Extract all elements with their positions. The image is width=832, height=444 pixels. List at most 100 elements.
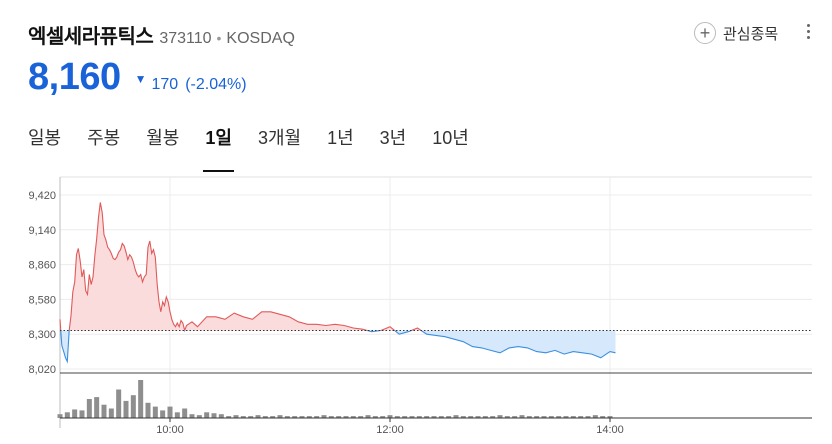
volume-bar xyxy=(490,416,496,418)
y-tick-label: 8,580 xyxy=(28,294,56,306)
tab-1day[interactable]: 1일 xyxy=(203,124,234,172)
volume-bar xyxy=(570,416,576,418)
y-tick-label: 8,860 xyxy=(28,260,56,272)
volume-bar xyxy=(299,416,305,418)
tab-1year[interactable]: 1년 xyxy=(327,128,354,148)
volume-bar xyxy=(211,413,217,418)
price-area-down xyxy=(60,330,616,362)
intraday-chart[interactable]: 9,420 9,140 8,860 8,580 8,300 8,020 10:00 12:00… xyxy=(0,176,832,444)
volume-bar xyxy=(526,416,532,418)
volume-bar xyxy=(226,416,232,418)
stock-name: 엑셀세라퓨틱스 xyxy=(28,26,154,48)
volume-bar xyxy=(64,412,70,418)
volume-bar xyxy=(152,406,158,418)
volume-bar xyxy=(563,416,569,418)
tab-10years[interactable]: 10년 xyxy=(432,128,469,148)
volume-bar xyxy=(431,416,437,418)
volume-bar xyxy=(86,399,92,418)
stock-header: 엑셀세라퓨틱스 373110 • KOSDAQ xyxy=(28,20,295,50)
down-arrow-icon: ▼ xyxy=(134,72,147,86)
plus-icon: + xyxy=(694,22,716,44)
y-tick-label: 8,300 xyxy=(28,329,56,341)
volume-bar xyxy=(475,416,481,418)
favorite-button[interactable]: + 관심종목 xyxy=(694,22,778,44)
tab-3years[interactable]: 3년 xyxy=(379,128,407,148)
separator-dot: • xyxy=(216,30,222,46)
volume-bar xyxy=(424,416,430,418)
tab-monthly[interactable]: 월봉 xyxy=(146,128,180,148)
volume-bar xyxy=(277,415,283,418)
x-tick-label: 10:00 xyxy=(156,424,184,436)
volume-bar xyxy=(592,415,598,418)
x-tick-label: 14:00 xyxy=(596,424,624,436)
volume-bar xyxy=(218,414,224,418)
volume-bar xyxy=(108,408,114,418)
volume-bar xyxy=(468,416,474,418)
volume-bar xyxy=(196,415,202,418)
period-tabs: 일봉 주봉 월봉 1일 3개월 1년 3년 10년 xyxy=(28,124,495,172)
volume-bar xyxy=(123,400,129,418)
tab-weekly[interactable]: 주봉 xyxy=(87,128,121,148)
volume-bar xyxy=(548,416,554,418)
volume-bar xyxy=(336,416,342,418)
volume-bar xyxy=(372,416,378,418)
volume-bar xyxy=(380,416,386,418)
stock-market: KOSDAQ xyxy=(226,30,295,47)
volume-bar xyxy=(233,415,239,418)
volume-bar xyxy=(255,415,261,418)
volume-bar xyxy=(174,412,180,418)
volume-bar xyxy=(116,389,122,418)
volume-bar xyxy=(453,415,459,418)
stock-code: 373110 xyxy=(159,30,212,47)
volume-bar xyxy=(585,416,591,418)
tab-daily[interactable]: 일봉 xyxy=(28,128,62,148)
volume-bar xyxy=(138,380,144,418)
volume-bar xyxy=(534,416,540,418)
volume-bar xyxy=(343,416,349,418)
volume-bar xyxy=(350,416,356,418)
volume-bar xyxy=(600,416,606,418)
volume-bar xyxy=(270,416,276,418)
volume-bar xyxy=(57,414,63,418)
volume-bar xyxy=(504,416,510,418)
volume-bar xyxy=(438,416,444,418)
volume-bar xyxy=(314,416,320,418)
volume-bar xyxy=(482,416,488,418)
volume-bar xyxy=(167,406,173,418)
volume-bar xyxy=(145,402,151,418)
price-area-up xyxy=(60,202,616,331)
more-vertical-icon[interactable] xyxy=(806,24,812,42)
volume-bar xyxy=(607,416,613,418)
price-change-percent: (-2.04%) xyxy=(185,76,247,93)
volume-bar xyxy=(402,416,408,418)
volume-bar xyxy=(519,415,525,418)
volume-bar xyxy=(394,416,400,418)
volume-bar xyxy=(460,416,466,418)
volume-bar xyxy=(79,410,85,418)
y-tick-label: 8,020 xyxy=(28,364,56,376)
volume-bar xyxy=(541,416,547,418)
volume-bar xyxy=(94,397,100,418)
volume-bar xyxy=(578,416,584,418)
volume-bar xyxy=(101,404,107,418)
volume-bar xyxy=(204,412,210,418)
current-price: 8,160 xyxy=(28,56,121,98)
volume-bar xyxy=(497,415,503,418)
volume-bar xyxy=(358,416,364,418)
volume-bar xyxy=(189,414,195,418)
volume-bar xyxy=(416,416,422,418)
volume-bar xyxy=(306,416,312,418)
tab-3months[interactable]: 3개월 xyxy=(257,128,302,148)
favorite-label: 관심종목 xyxy=(723,25,779,43)
volume-bar xyxy=(248,416,254,418)
volume-bar xyxy=(365,415,371,418)
volume-bar xyxy=(130,395,136,418)
volume-bar xyxy=(292,416,298,418)
volume-bar xyxy=(387,415,393,418)
volume-bar xyxy=(556,416,562,418)
price-line-down xyxy=(60,330,616,364)
price-line-up xyxy=(59,202,423,331)
volume-bar xyxy=(512,416,518,418)
price-row: 8,160 ▼ 170 (-2.04%) xyxy=(28,56,247,99)
volume-bar xyxy=(321,415,327,418)
